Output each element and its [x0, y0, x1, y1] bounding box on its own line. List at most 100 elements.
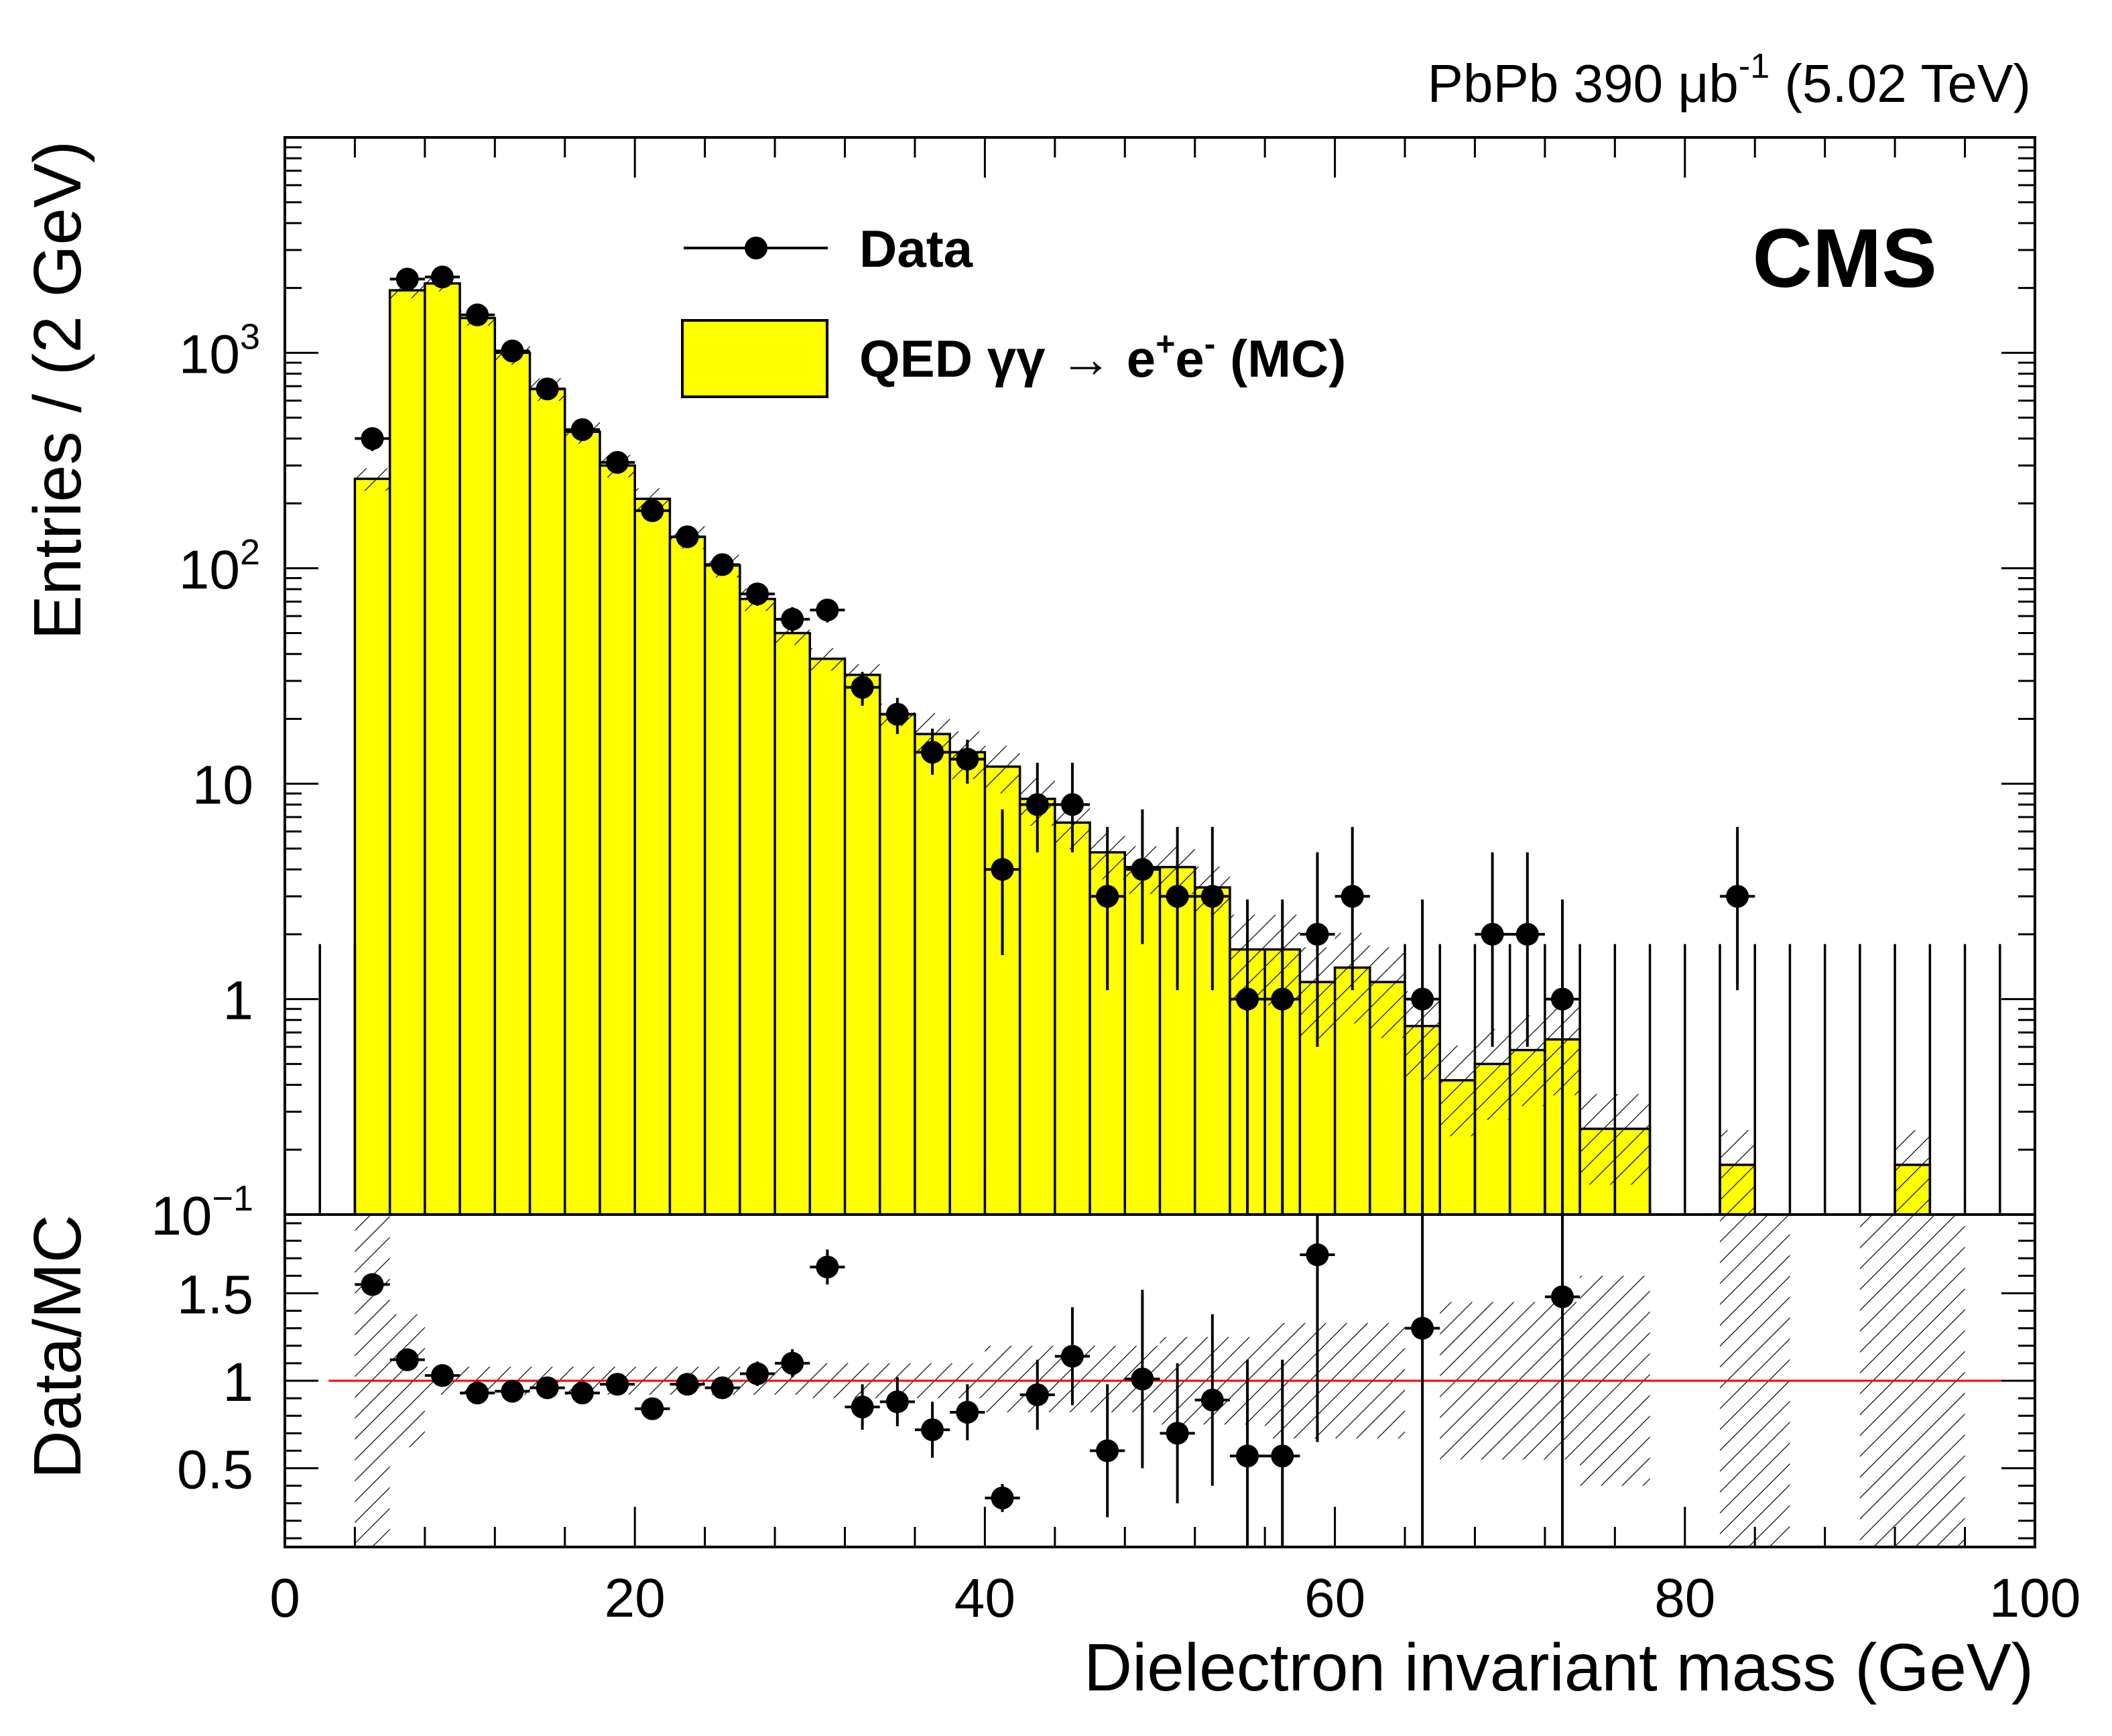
ratio-y-tick-label: 1: [223, 1352, 253, 1413]
mc-bar: [879, 714, 915, 1215]
mc-bar: [635, 499, 670, 1215]
data-point: [676, 525, 699, 548]
mc-uncertainty-band: [1440, 1045, 1475, 1137]
mc-uncertainty-band: [1580, 1094, 1615, 1185]
mc-bar: [389, 290, 425, 1215]
mc-bar: [950, 752, 985, 1215]
y-tick-label: 103: [179, 316, 260, 385]
mc-bar: [810, 658, 845, 1215]
legend-data-label: Data: [859, 219, 973, 278]
ratio-point: [710, 1376, 734, 1400]
ratio-y-tick-label: 1.5: [177, 1264, 253, 1325]
ratio-point: [1060, 1345, 1084, 1368]
data-point: [816, 599, 839, 622]
ratio-point: [430, 1364, 454, 1387]
mc-bar: [424, 283, 460, 1215]
ratio-point: [1200, 1388, 1224, 1412]
ratio-point: [745, 1362, 769, 1385]
mc-uncertainty-band: [355, 468, 390, 491]
data-point: [641, 499, 664, 522]
data-points: [355, 265, 1755, 1215]
mc-bar: [704, 565, 740, 1215]
legend-mc-label: QED γγ → e+e- (MC): [859, 325, 1346, 388]
ratio-point: [641, 1397, 664, 1420]
data-point: [1166, 885, 1189, 908]
mc-bar: [775, 633, 810, 1215]
mc-uncertainty-band: [1615, 1094, 1650, 1185]
ratio-point: [1551, 1285, 1574, 1308]
ratio-point: [676, 1373, 699, 1396]
data-point: [1236, 987, 1259, 1011]
mc-bar: [564, 432, 600, 1215]
data-point: [466, 303, 489, 326]
experiment-label: CMS: [1752, 212, 1937, 305]
data-point: [1200, 885, 1224, 908]
ratio-point: [1131, 1367, 1154, 1391]
ratio-point: [466, 1381, 489, 1405]
data-point: [921, 741, 944, 764]
empty-bin-error-bars: [318, 944, 2001, 1215]
mc-bar: [530, 389, 565, 1215]
data-point: [1551, 987, 1574, 1011]
data-point: [1271, 987, 1294, 1011]
data-point: [1026, 793, 1049, 816]
data-point: [745, 582, 769, 606]
mc-uncertainty-band: [1720, 1130, 1755, 1215]
data-point: [501, 339, 524, 363]
mc-uncertainty-band: [1369, 947, 1406, 1038]
ratio-points: [355, 1215, 1580, 1547]
data-point: [430, 265, 454, 289]
data-point: [1726, 885, 1749, 908]
mc-bar: [495, 353, 530, 1215]
x-tick-label: 20: [605, 1568, 666, 1629]
x-tick-label: 100: [1989, 1568, 2081, 1629]
ratio-point: [570, 1381, 594, 1405]
mc-uncertainty-band: [1895, 1130, 1930, 1215]
data-point: [536, 377, 559, 401]
ratio-point: [1236, 1444, 1259, 1468]
data-point: [710, 553, 734, 576]
data-point: [1481, 922, 1504, 946]
data-point: [606, 450, 629, 474]
mc-uncertainty-band: [389, 283, 425, 298]
x-tick-label: 0: [269, 1568, 300, 1629]
mc-uncertainty-band: [985, 745, 1020, 794]
mc-bar: [355, 479, 390, 1215]
data-point: [1096, 885, 1119, 908]
y-tick-label: 102: [179, 532, 260, 601]
x-tick-label: 40: [954, 1568, 1015, 1629]
mc-bar: [739, 599, 775, 1215]
ratio-point: [606, 1373, 629, 1396]
mc-bar: [914, 734, 950, 1215]
main-histogram-panel: 10−1 1 10 102 103: [151, 136, 2036, 1247]
y-tick-label: 10: [192, 755, 253, 816]
ratio-point: [501, 1379, 524, 1403]
ratio-point: [1096, 1439, 1119, 1463]
ratio-point: [1411, 1316, 1434, 1340]
y-tick-label: 10−1: [151, 1178, 253, 1247]
ratio-panel: 0.5 1 1.5 0 20 40 60 80 100: [177, 1213, 2081, 1629]
ratio-point: [536, 1376, 559, 1400]
ratio-point: [991, 1486, 1014, 1509]
mc-bar: [1019, 798, 1055, 1215]
legend-mc-swatch: [681, 319, 828, 398]
x-tick-label: 60: [1304, 1568, 1365, 1629]
ratio-point: [1166, 1422, 1189, 1445]
mc-bar: [599, 465, 635, 1215]
data-point: [1411, 987, 1434, 1011]
data-point: [570, 418, 594, 441]
y-axis-title: Entries / (2 GeV): [20, 141, 95, 640]
ratio-point: [851, 1396, 874, 1419]
mc-uncertainty-band: [810, 648, 845, 671]
legend: Data QED γγ → e+e- (MC): [681, 219, 1346, 398]
x-axis-title: Dielectron invariant mass (GeV): [1084, 1630, 2034, 1705]
legend-data-marker: [745, 237, 767, 259]
ratio-y-axis-title: Data/MC: [20, 1215, 95, 1479]
mc-bar: [460, 318, 495, 1215]
data-point: [885, 702, 909, 726]
data-point: [1060, 793, 1084, 816]
data-point: [1515, 922, 1539, 946]
x-tick-label: 80: [1654, 1568, 1715, 1629]
top-panel-ticks: 10−1 1 10 102 103: [151, 137, 2036, 1247]
